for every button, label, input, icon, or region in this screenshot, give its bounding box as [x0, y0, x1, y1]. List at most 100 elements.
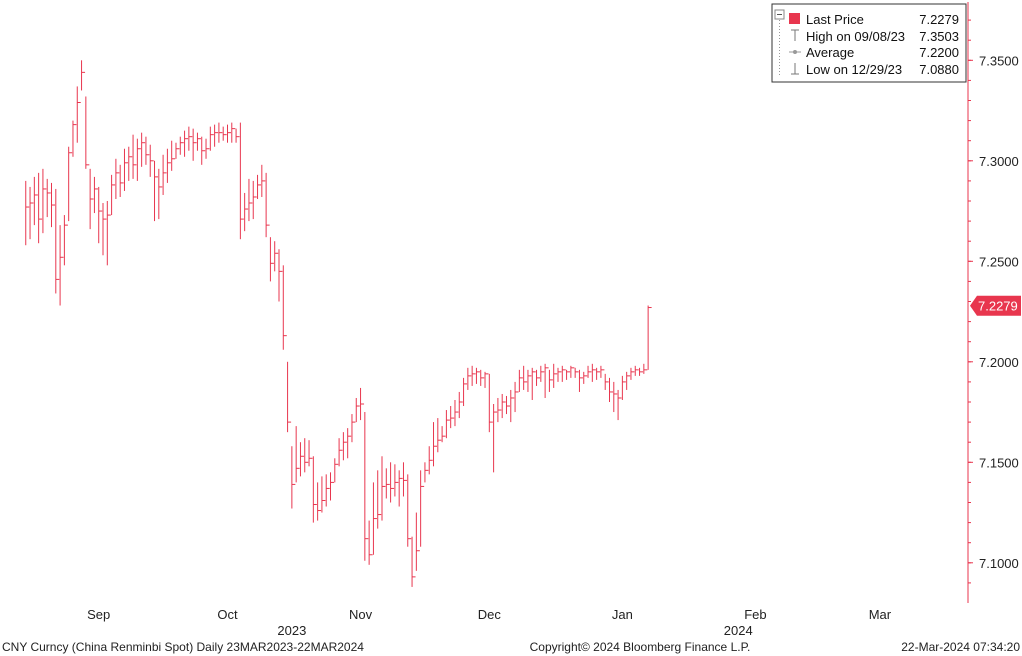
price-bar	[510, 389, 515, 423]
average-marker-icon	[789, 50, 801, 54]
price-bar	[184, 130, 189, 157]
price-bar	[415, 512, 420, 571]
price-bar	[536, 369, 541, 386]
price-bar	[548, 369, 553, 392]
price-bar	[450, 406, 455, 429]
price-bar	[115, 158, 120, 199]
price-bar	[214, 124, 219, 147]
price-bar	[514, 381, 519, 413]
legend-label-low: Low on 12/29/23	[806, 62, 902, 77]
last-price-tag-text: 7.2279	[978, 299, 1018, 314]
price-bar	[295, 426, 300, 483]
y-tick-label: 7.1500	[979, 455, 1019, 470]
price-bar	[596, 367, 601, 380]
price-bar	[566, 369, 571, 380]
price-bar	[471, 365, 476, 386]
price-bar	[433, 422, 438, 467]
price-bar	[261, 164, 266, 197]
price-bar	[38, 172, 43, 244]
price-bar	[608, 377, 613, 402]
price-bar	[475, 367, 480, 384]
y-tick-label: 7.3500	[979, 53, 1019, 68]
last-price-tag-shape	[970, 295, 1021, 316]
x-year-label: 2023	[277, 623, 306, 638]
price-bar	[244, 192, 249, 232]
price-bar	[458, 391, 463, 419]
price-bar	[89, 168, 94, 230]
price-bar	[51, 182, 56, 228]
price-bar	[308, 440, 313, 467]
price-bar	[531, 367, 536, 400]
x-month-label: Sep	[87, 607, 110, 622]
price-bar	[123, 148, 128, 191]
price-bar	[578, 369, 583, 392]
legend-label-last: Last Price	[806, 12, 864, 27]
x-month-label: Oct	[217, 607, 238, 622]
price-bar	[518, 369, 523, 392]
price-bar	[55, 188, 60, 294]
price-bar	[171, 140, 176, 171]
price-bar	[209, 126, 214, 151]
price-bar	[132, 134, 137, 179]
footer-timestamp: 22-Mar-2024 07:34:20	[901, 640, 1020, 654]
price-bar	[218, 122, 223, 143]
price-bar	[613, 381, 618, 413]
price-bar	[321, 476, 326, 513]
price-bar	[312, 456, 317, 523]
price-bar	[587, 365, 592, 378]
x-year-label: 2024	[724, 623, 753, 638]
price-bar	[166, 148, 171, 183]
price-bars	[25, 60, 652, 587]
price-bar	[158, 168, 163, 220]
price-bar	[402, 462, 407, 497]
price-bar	[291, 446, 296, 509]
price-bar	[626, 371, 631, 390]
price-bar	[162, 154, 167, 195]
price-bar	[557, 367, 562, 382]
legend-value-low: 7.0880	[919, 62, 959, 77]
price-bar	[317, 482, 322, 521]
price-bar	[488, 373, 493, 433]
price-bar	[235, 128, 240, 143]
price-bar	[364, 412, 369, 561]
price-bar	[390, 462, 395, 503]
high-marker-icon	[791, 29, 799, 41]
price-bar	[437, 418, 442, 453]
legend-label-average: Average	[806, 45, 854, 60]
price-bar	[330, 472, 335, 501]
price-bar	[81, 60, 86, 91]
y-tick-label: 7.1000	[979, 556, 1019, 571]
price-bar	[381, 456, 386, 521]
price-bar	[540, 365, 545, 382]
price-bar	[639, 367, 644, 376]
y-tick-label: 7.2500	[979, 254, 1019, 269]
price-bar	[68, 146, 73, 222]
price-bar	[467, 367, 472, 390]
price-bar	[226, 124, 231, 143]
price-bar	[76, 86, 81, 143]
x-month-label: Dec	[478, 607, 502, 622]
price-bar	[274, 241, 279, 272]
price-bar	[441, 426, 446, 443]
price-bar	[102, 203, 107, 256]
price-bar	[59, 225, 64, 306]
footer-copyright: Copyright© 2024 Bloomberg Finance L.P.	[530, 640, 751, 654]
price-bar	[600, 365, 605, 378]
price-bar	[398, 470, 403, 507]
price-bar	[583, 371, 588, 384]
price-bar	[342, 432, 347, 461]
price-bar	[154, 160, 159, 222]
price-bar	[334, 458, 339, 483]
price-bar	[544, 363, 549, 398]
price-bar	[93, 176, 98, 214]
price-bar	[428, 446, 433, 475]
price-bar	[141, 132, 146, 167]
low-marker-icon	[791, 63, 799, 75]
legend-label-high: High on 09/08/23	[806, 29, 905, 44]
price-bar	[287, 361, 292, 433]
x-month-label: Jan	[612, 607, 633, 622]
price-bar	[201, 136, 206, 165]
price-bar	[196, 132, 201, 151]
legend-box	[771, 3, 967, 83]
